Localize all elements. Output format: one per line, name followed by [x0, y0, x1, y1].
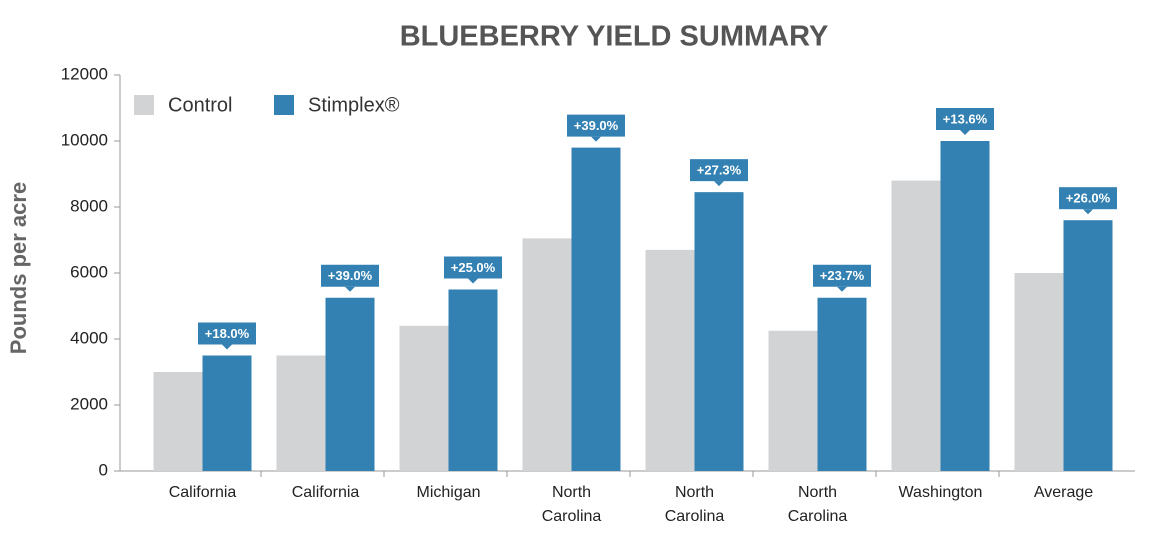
x-tick-label: Washington — [899, 484, 983, 501]
legend-label: Stimplex® — [308, 94, 400, 116]
bar — [276, 355, 326, 471]
annotation: +18.0% — [205, 326, 250, 341]
y-tick-label: 0 — [99, 460, 108, 479]
y-tick-label: 4000 — [70, 328, 108, 347]
y-tick-label: 8000 — [70, 196, 108, 215]
legend-swatch — [134, 95, 154, 115]
annotation-pointer — [468, 278, 478, 284]
x-tick-label: North Carolina — [788, 484, 848, 525]
annotation-box — [567, 114, 625, 137]
bar — [571, 147, 621, 471]
annotation-pointer — [345, 286, 355, 292]
bar — [645, 249, 695, 471]
bar — [522, 238, 572, 471]
annotation: +25.0% — [451, 260, 496, 275]
annotation-box — [690, 159, 748, 182]
x-tick-label-line: North — [552, 484, 591, 501]
annotation-pointer — [714, 181, 724, 187]
bar — [448, 289, 498, 471]
bar — [1014, 273, 1064, 471]
annotation: +23.7% — [820, 268, 865, 283]
y-tick-label: 6000 — [70, 262, 108, 281]
annotation-box — [444, 256, 502, 279]
x-tick-label-line: Carolina — [542, 508, 602, 525]
x-tick-label: California — [292, 484, 360, 501]
annotation-pointer — [837, 286, 847, 292]
chart-title: BLUEBERRY YIELD SUMMARY — [400, 21, 829, 53]
bar — [153, 372, 203, 471]
x-tick-label-line: Carolina — [788, 508, 848, 525]
x-tick-label: North Carolina — [665, 484, 725, 525]
annotation-pointer — [222, 344, 232, 350]
bar — [940, 141, 990, 471]
annotation-pointer — [591, 136, 601, 142]
y-tick-label: 12000 — [61, 64, 108, 83]
x-tick-label-line: Carolina — [665, 508, 725, 525]
y-tick-label: 2000 — [70, 394, 108, 413]
annotation-box — [1059, 187, 1117, 210]
bar — [1063, 220, 1113, 471]
bar — [768, 330, 818, 471]
x-tick-label: North Carolina — [542, 484, 602, 525]
annotation-pointer — [1083, 209, 1093, 215]
bar — [399, 325, 449, 471]
annotation-box — [321, 264, 379, 287]
bar — [325, 297, 375, 471]
bar — [891, 180, 941, 471]
annotation: +39.0% — [574, 118, 619, 133]
legend-label: Control — [168, 94, 232, 116]
y-tick-label: 10000 — [61, 130, 108, 149]
bar — [694, 192, 744, 471]
legend-swatch — [274, 95, 294, 115]
annotation-box — [936, 108, 994, 130]
annotation: +39.0% — [328, 268, 373, 283]
annotation-pointer — [960, 130, 970, 135]
y-axis-label: Pounds per acre — [6, 182, 31, 354]
x-tick-label: California — [169, 484, 237, 501]
x-tick-label-line: North — [675, 484, 714, 501]
bar — [202, 355, 252, 471]
annotation: +27.3% — [697, 163, 742, 178]
bar — [817, 297, 867, 471]
x-tick-label-line: North — [798, 484, 837, 501]
x-tick-label: Average — [1034, 484, 1093, 501]
x-tick-label: Michigan — [416, 484, 480, 501]
annotation-box — [198, 322, 256, 345]
annotation: +13.6% — [943, 111, 988, 126]
annotation-box — [813, 264, 871, 287]
annotation: +26.0% — [1066, 191, 1111, 206]
